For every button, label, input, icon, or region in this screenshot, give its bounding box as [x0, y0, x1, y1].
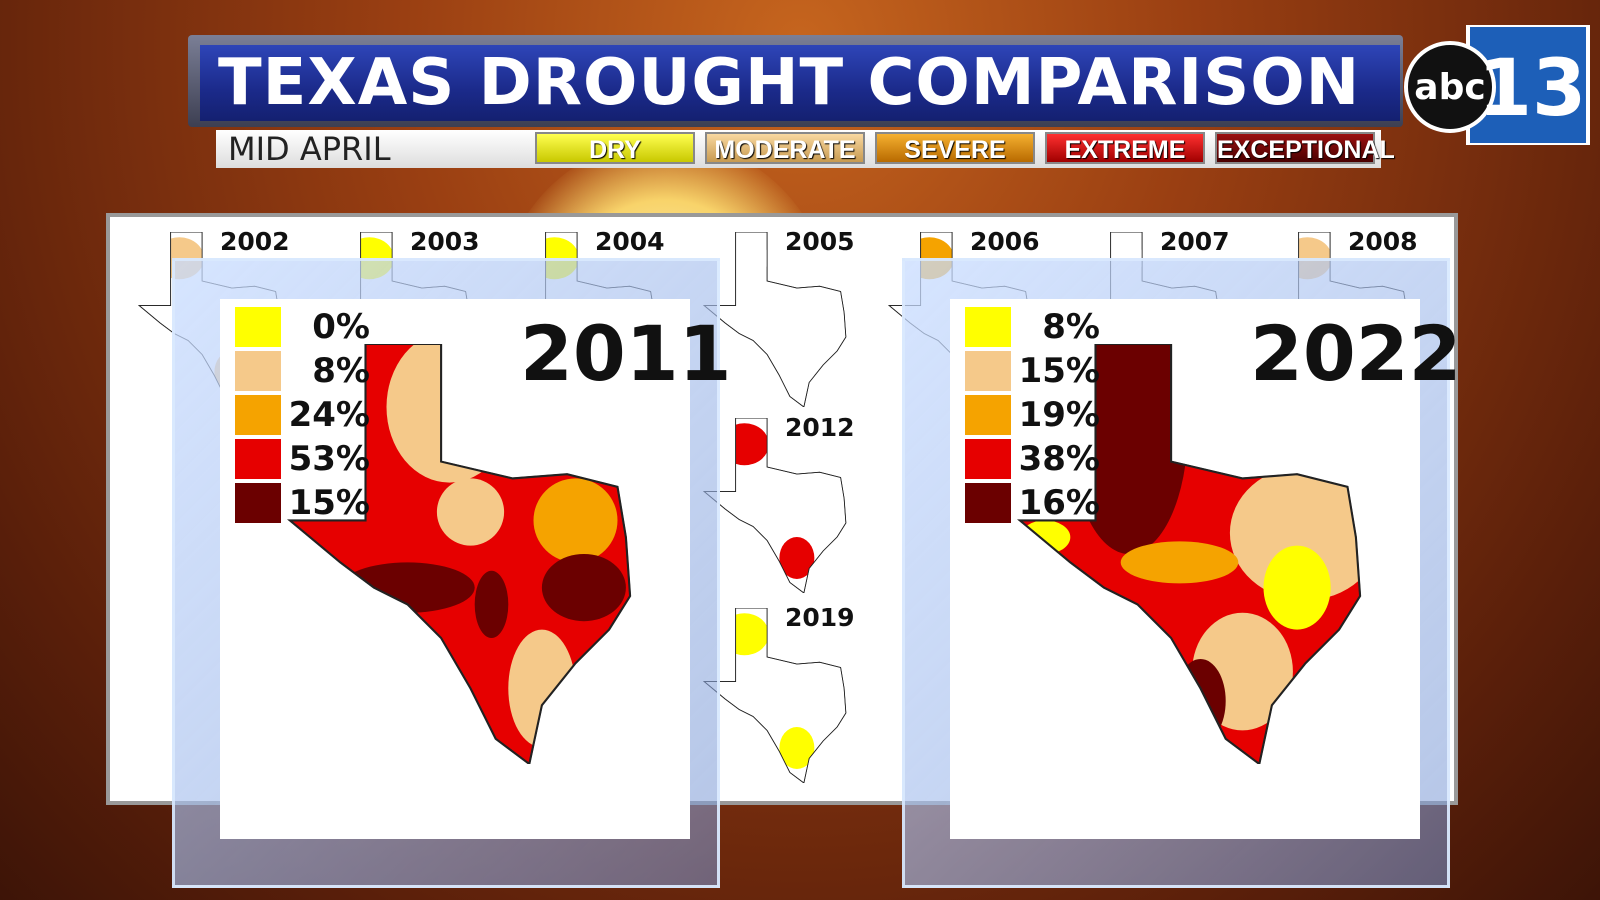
thumbnail-map	[702, 608, 847, 783]
legend-swatch	[965, 307, 1011, 347]
drought-percent: 53%	[288, 439, 370, 479]
legend-chip: EXCEPTIONAL	[1215, 132, 1395, 164]
legend-swatch	[965, 483, 1011, 523]
texas-map	[1016, 344, 1362, 764]
logo-circle	[1404, 41, 1496, 133]
logo-network: abc	[1414, 67, 1485, 108]
legend-swatch	[235, 307, 281, 347]
drought-percent: 8%	[312, 351, 370, 391]
thumbnail-year: 2008	[1348, 227, 1418, 256]
thumbnail-year: 2019	[785, 603, 855, 632]
drought-percent: 0%	[312, 307, 370, 347]
thumbnail-year: 2005	[785, 227, 855, 256]
logo-channel: 13	[1478, 44, 1587, 134]
thumbnail-year: 2006	[970, 227, 1040, 256]
legend-swatch	[965, 395, 1011, 435]
drought-percent: 16%	[1018, 483, 1100, 523]
drought-percent: 8%	[1042, 307, 1100, 347]
legend-swatch	[235, 439, 281, 479]
legend-chip: EXTREME	[1045, 132, 1205, 164]
legend-swatch	[235, 351, 281, 391]
logo: abc 13	[1404, 25, 1590, 145]
title: TEXAS DROUGHT COMPARISON	[200, 45, 1400, 121]
drought-percent: 24%	[288, 395, 370, 435]
drought-panel: 0% 8% 24% 53% 15% 2011	[172, 258, 732, 888]
drought-percent: 15%	[288, 483, 370, 523]
thumbnail-year: 2004	[595, 227, 665, 256]
legend-swatch	[235, 395, 281, 435]
legend-chip: MODERATE	[705, 132, 865, 164]
drought-panel: 8% 15% 19% 38% 16% 2022	[902, 258, 1462, 888]
legend-swatch	[965, 351, 1011, 391]
thumbnail-year: 2012	[785, 413, 855, 442]
thumbnail-year: 2007	[1160, 227, 1230, 256]
legend-swatch	[965, 439, 1011, 479]
panel-year: 2022	[1250, 309, 1462, 398]
texas-map	[286, 344, 632, 764]
map-sheet: 8% 15% 19% 38% 16% 2022	[950, 299, 1462, 839]
thumbnail-year: 2003	[410, 227, 480, 256]
legend-swatch	[235, 483, 281, 523]
drought-percent: 15%	[1018, 351, 1100, 391]
thumbnail-map	[702, 232, 847, 407]
drought-percent: 38%	[1018, 439, 1100, 479]
thumbnail-year: 2002	[220, 227, 290, 256]
drought-percent: 19%	[1018, 395, 1100, 435]
legend-chip: SEVERE	[875, 132, 1035, 164]
panel-year: 2011	[520, 309, 732, 398]
subtitle: MID APRIL	[228, 130, 391, 168]
legend-chip: DRY	[535, 132, 695, 164]
map-sheet: 0% 8% 24% 53% 15% 2011	[220, 299, 732, 839]
thumbnail-map	[702, 418, 847, 593]
